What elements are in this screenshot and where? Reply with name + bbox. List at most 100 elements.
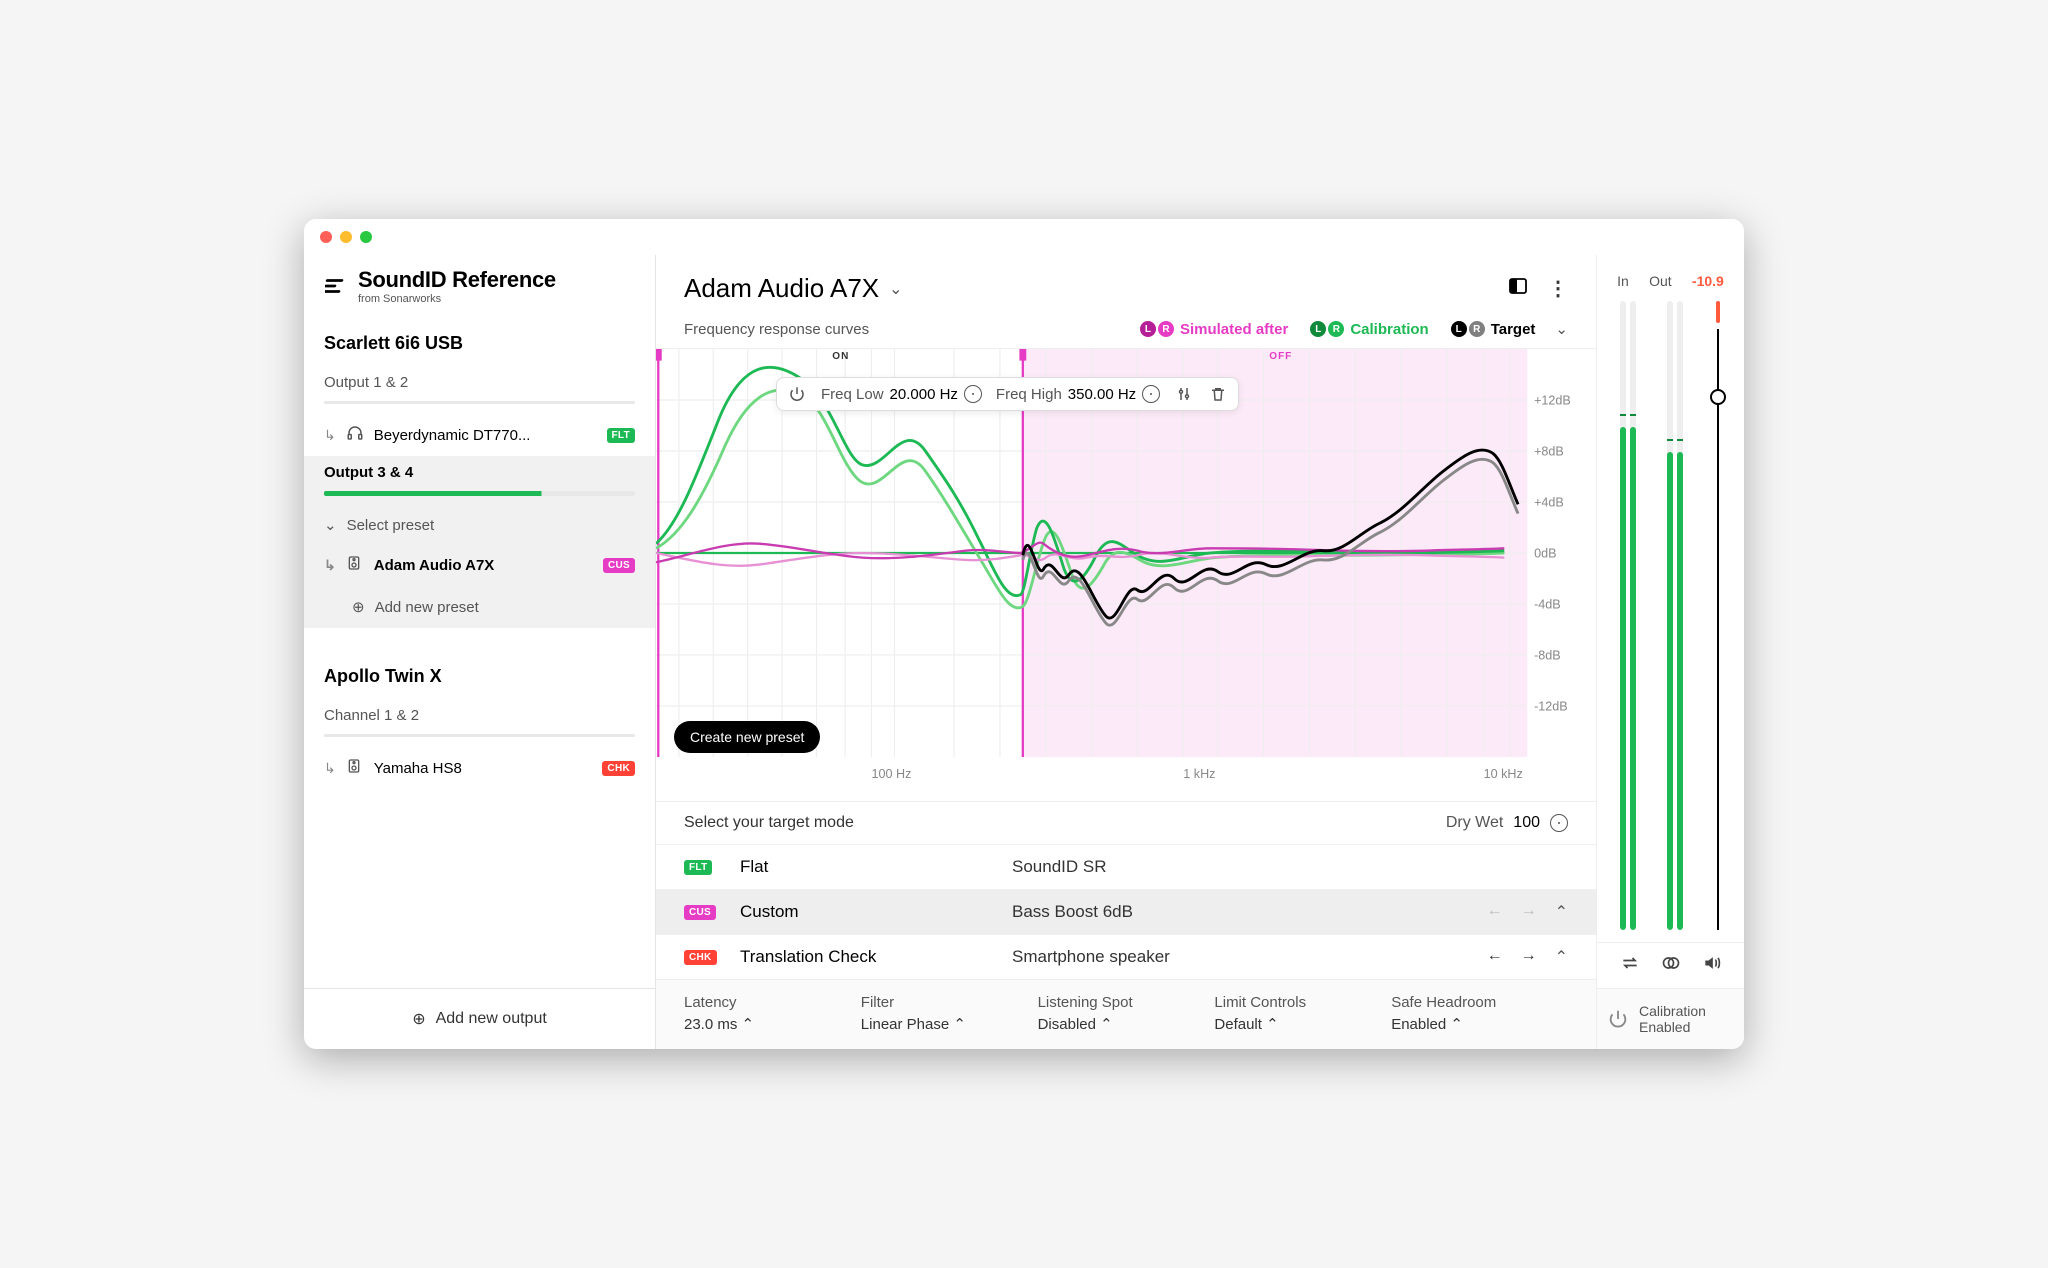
footer-value: Default ⌃ <box>1214 1015 1391 1033</box>
target-mode-row[interactable]: FLT Flat SoundID SR <box>656 844 1596 889</box>
indent-icon: ↳ <box>324 760 336 777</box>
svg-text:1 kHz: 1 kHz <box>1183 767 1215 781</box>
device-name[interactable]: Scarlett 6i6 USB <box>304 319 655 366</box>
next-icon[interactable]: → <box>1521 902 1537 922</box>
legend-item[interactable]: LRSimulated after <box>1140 321 1288 338</box>
power-icon <box>1607 1008 1629 1030</box>
footer: Latency 23.0 ms ⌃Filter Linear Phase ⌃List… <box>656 979 1596 1049</box>
legend-chevron-icon[interactable]: ⌄ <box>1555 320 1568 338</box>
preset-row[interactable]: ↳Beyerdynamic DT770...FLT <box>304 414 655 456</box>
trash-icon[interactable] <box>1208 384 1228 404</box>
legend: Frequency response curves LRSimulated af… <box>656 316 1596 348</box>
badge: CUS <box>684 905 716 920</box>
select-preset[interactable]: ⌄Select preset <box>304 506 655 544</box>
next-icon[interactable]: → <box>1521 947 1537 967</box>
svg-text:0dB: 0dB <box>1534 547 1556 561</box>
swap-icon[interactable] <box>1620 953 1640 978</box>
footer-value: Linear Phase ⌃ <box>861 1015 1038 1033</box>
close-dot[interactable] <box>320 231 332 243</box>
more-icon[interactable]: ⋮ <box>1548 276 1568 301</box>
dry-wet[interactable]: Dry Wet 100 <box>1446 814 1568 832</box>
preset-label: Yamaha HS8 <box>374 760 593 777</box>
preset-row[interactable]: ↳Adam Audio A7XCUS <box>304 544 655 586</box>
footer-value: Enabled ⌃ <box>1391 1015 1568 1033</box>
badge: FLT <box>684 860 712 875</box>
footer-item[interactable]: Latency 23.0 ms ⌃ <box>684 994 861 1033</box>
footer-value: Disabled ⌃ <box>1038 1015 1215 1033</box>
create-preset-button[interactable]: Create new preset <box>674 721 820 753</box>
footer-value: 23.0 ms ⌃ <box>684 1015 861 1033</box>
target-mode-row[interactable]: CHKTranslation CheckSmartphone speaker←→… <box>656 934 1596 979</box>
footer-label: Latency <box>684 994 861 1011</box>
target-mode-bar: Select your target mode Dry Wet 100 <box>656 801 1596 844</box>
volume-icon[interactable] <box>1702 953 1722 978</box>
svg-text:10 kHz: 10 kHz <box>1484 767 1523 781</box>
preset-label: Adam Audio A7X <box>374 557 593 574</box>
output-row[interactable]: Output 1 & 2 <box>304 366 655 395</box>
minimize-dot[interactable] <box>340 231 352 243</box>
stereo-icon[interactable] <box>1661 953 1681 978</box>
footer-item[interactable]: Safe HeadroomEnabled ⌃ <box>1391 994 1568 1033</box>
add-output-button[interactable]: ⊕ Add new output <box>304 988 655 1049</box>
meter-in <box>1609 301 1647 930</box>
calibration-label: Calibration <box>1639 1003 1706 1019</box>
brand-subtitle: from Sonarworks <box>358 293 556 305</box>
prev-icon[interactable]: ← <box>1487 947 1503 967</box>
legend-item[interactable]: LRTarget <box>1451 321 1536 338</box>
svg-text:-12dB: -12dB <box>1534 700 1568 714</box>
plus-icon: ⊕ <box>352 598 365 616</box>
mode-value: SoundID SR <box>1012 857 1436 877</box>
legend-item[interactable]: LRCalibration <box>1310 321 1428 338</box>
chevron-down-icon[interactable]: ⌄ <box>889 279 902 299</box>
brand: SoundID Reference from Sonarworks <box>304 255 655 319</box>
output-row[interactable]: Output 3 & 4 <box>304 456 655 485</box>
target-mode-row[interactable]: CUSCustomBass Boost 6dB←→⌃ <box>656 889 1596 934</box>
power-icon[interactable] <box>787 384 807 404</box>
level-bar <box>324 491 635 496</box>
sliders-icon[interactable] <box>1174 384 1194 404</box>
knob-icon[interactable] <box>1142 385 1160 403</box>
footer-item[interactable]: Limit Controls Default ⌃ <box>1214 994 1391 1033</box>
knob-icon[interactable] <box>1550 814 1568 832</box>
svg-text:+8dB: +8dB <box>1534 445 1564 459</box>
level-bar <box>324 734 635 737</box>
footer-item[interactable]: Filter Linear Phase ⌃ <box>861 994 1038 1033</box>
freq-high[interactable]: Freq High 350.00 Hz <box>996 385 1160 403</box>
footer-item[interactable]: Listening Spot Disabled ⌃ <box>1038 994 1215 1033</box>
meter-panel: In Out -10.9 <box>1596 255 1744 1049</box>
panel-toggle-icon[interactable] <box>1508 276 1528 301</box>
brand-logo-icon <box>324 274 348 298</box>
app-window: SoundID Reference from Sonarworks Scarle… <box>304 219 1744 1049</box>
add-output-label: Add new output <box>436 1010 547 1028</box>
calibration-state: Enabled <box>1639 1019 1706 1035</box>
dry-wet-value: 100 <box>1513 814 1540 832</box>
output-row[interactable]: Channel 1 & 2 <box>304 699 655 728</box>
dry-wet-label: Dry Wet <box>1446 814 1503 832</box>
volume-slider[interactable] <box>1704 301 1732 930</box>
page-title: Adam Audio A7X <box>684 273 879 304</box>
add-preset-button[interactable]: ⊕Add new preset <box>304 586 655 628</box>
chevron-up-icon[interactable]: ⌃ <box>1555 947 1568 967</box>
chart: ON OFF +12dB+8dB+4dB0dB-4dB-8dB-12dB100 … <box>656 348 1596 801</box>
knob-icon[interactable] <box>964 385 982 403</box>
legend-label: Frequency response curves <box>684 321 869 338</box>
level-bar <box>324 401 635 404</box>
prev-icon[interactable]: ← <box>1487 902 1503 922</box>
meter-out-label: Out <box>1649 273 1672 289</box>
headphones-icon <box>346 424 364 446</box>
chevron-up-icon[interactable]: ⌃ <box>1555 902 1568 922</box>
freq-high-label: Freq High <box>996 386 1062 403</box>
speaker-icon <box>346 554 364 576</box>
footer-label: Filter <box>861 994 1038 1011</box>
svg-text:-4dB: -4dB <box>1534 598 1561 612</box>
preset-row[interactable]: ↳Yamaha HS8CHK <box>304 747 655 789</box>
zoom-dot[interactable] <box>360 231 372 243</box>
calibration-toggle[interactable]: Calibration Enabled <box>1597 988 1744 1049</box>
svg-text:-8dB: -8dB <box>1534 649 1561 663</box>
freq-low[interactable]: Freq Low 20.000 Hz <box>821 385 982 403</box>
mode-name: Flat <box>740 857 1000 877</box>
device-name[interactable]: Apollo Twin X <box>304 652 655 699</box>
brand-title: SoundID Reference <box>358 267 556 293</box>
footer-label: Listening Spot <box>1038 994 1215 1011</box>
footer-label: Limit Controls <box>1214 994 1391 1011</box>
